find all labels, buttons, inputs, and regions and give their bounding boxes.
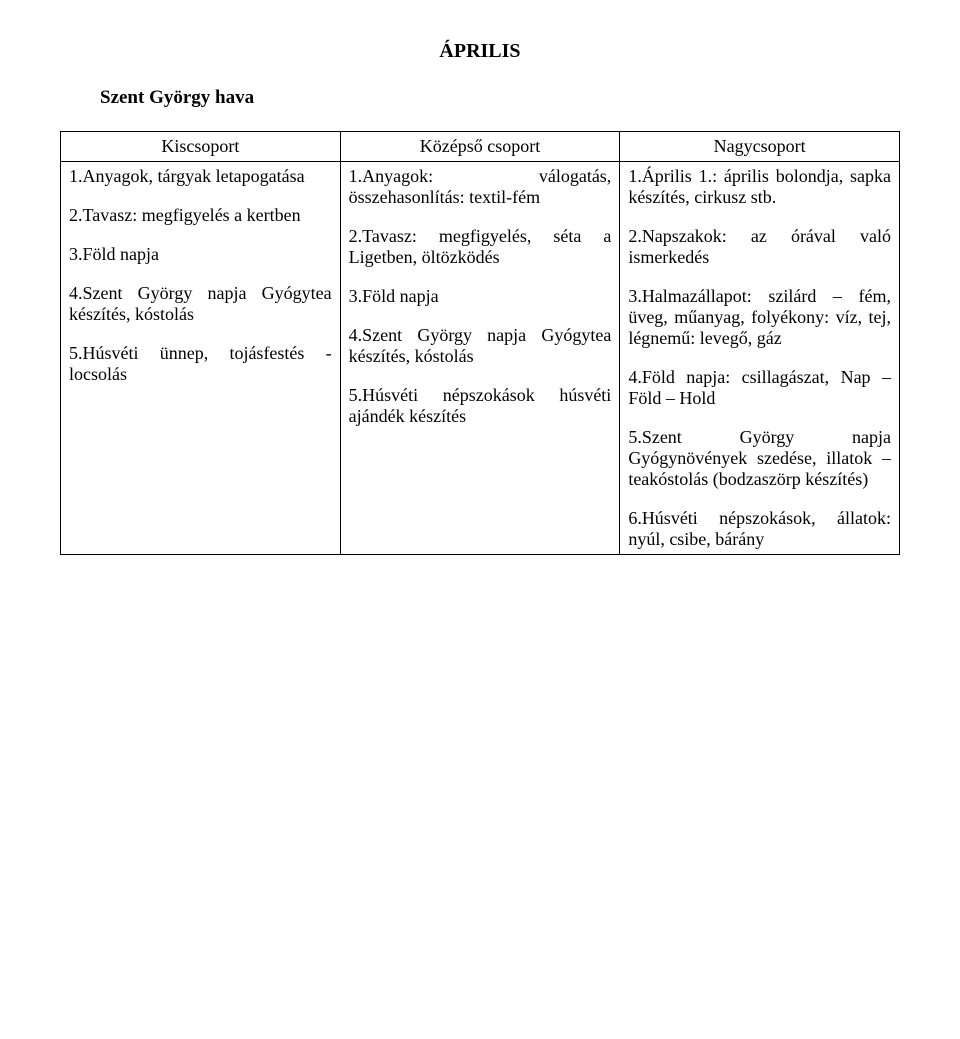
col3-item4: 4.Föld napja: csillagászat, Nap – Föld –… [628,367,891,409]
col3-item1: 1.Április 1.: április bolondja, sapka ké… [628,166,891,208]
col2-item4: 4.Szent György napja Gyógytea készítés, … [349,325,612,367]
col2-item2: 2.Tavasz: megfigyelés, séta a Ligetben, … [349,226,612,268]
col3-item6: 6.Húsvéti népszokások, állatok: nyúl, cs… [628,508,891,550]
col-header-1: Kiscsoport [61,132,341,162]
col3-item2: 2.Napszakok: az órával való ismerkedés [628,226,891,268]
cell-col2: 1.Anyagok: válogatás, összehasonlítás: t… [340,162,620,555]
table-header-row: Kiscsoport Középső csoport Nagycsoport [61,132,900,162]
content-table: Kiscsoport Középső csoport Nagycsoport 1… [60,131,900,555]
page-subtitle: Szent György hava [100,87,900,109]
col3-item3: 3.Halmazállapot: szilárd – fém, üveg, mű… [628,286,891,349]
col1-item2: 2.Tavasz: megfigyelés a kertben [69,205,332,226]
col1-item4: 4.Szent György napja Gyógytea készítés, … [69,283,332,325]
col2-item5: 5.Húsvéti népszokások húsvéti ajándék ké… [349,385,612,427]
col2-item3: 3.Föld napja [349,286,612,307]
col1-item1: 1.Anyagok, tárgyak letapogatása [69,166,332,187]
table-body-row: 1.Anyagok, tárgyak letapogatása 2.Tavasz… [61,162,900,555]
col1-item5: 5.Húsvéti ünnep, tojásfestés - locsolás [69,343,332,385]
col-header-2: Középső csoport [340,132,620,162]
col3-item5: 5.Szent György napja Gyógynövények szedé… [628,427,891,490]
cell-col1: 1.Anyagok, tárgyak letapogatása 2.Tavasz… [61,162,341,555]
page-title: ÁPRILIS [60,40,900,63]
col2-item1: 1.Anyagok: válogatás, összehasonlítás: t… [349,166,612,208]
col-header-3: Nagycsoport [620,132,900,162]
cell-col3: 1.Április 1.: április bolondja, sapka ké… [620,162,900,555]
col1-item3: 3.Föld napja [69,244,332,265]
